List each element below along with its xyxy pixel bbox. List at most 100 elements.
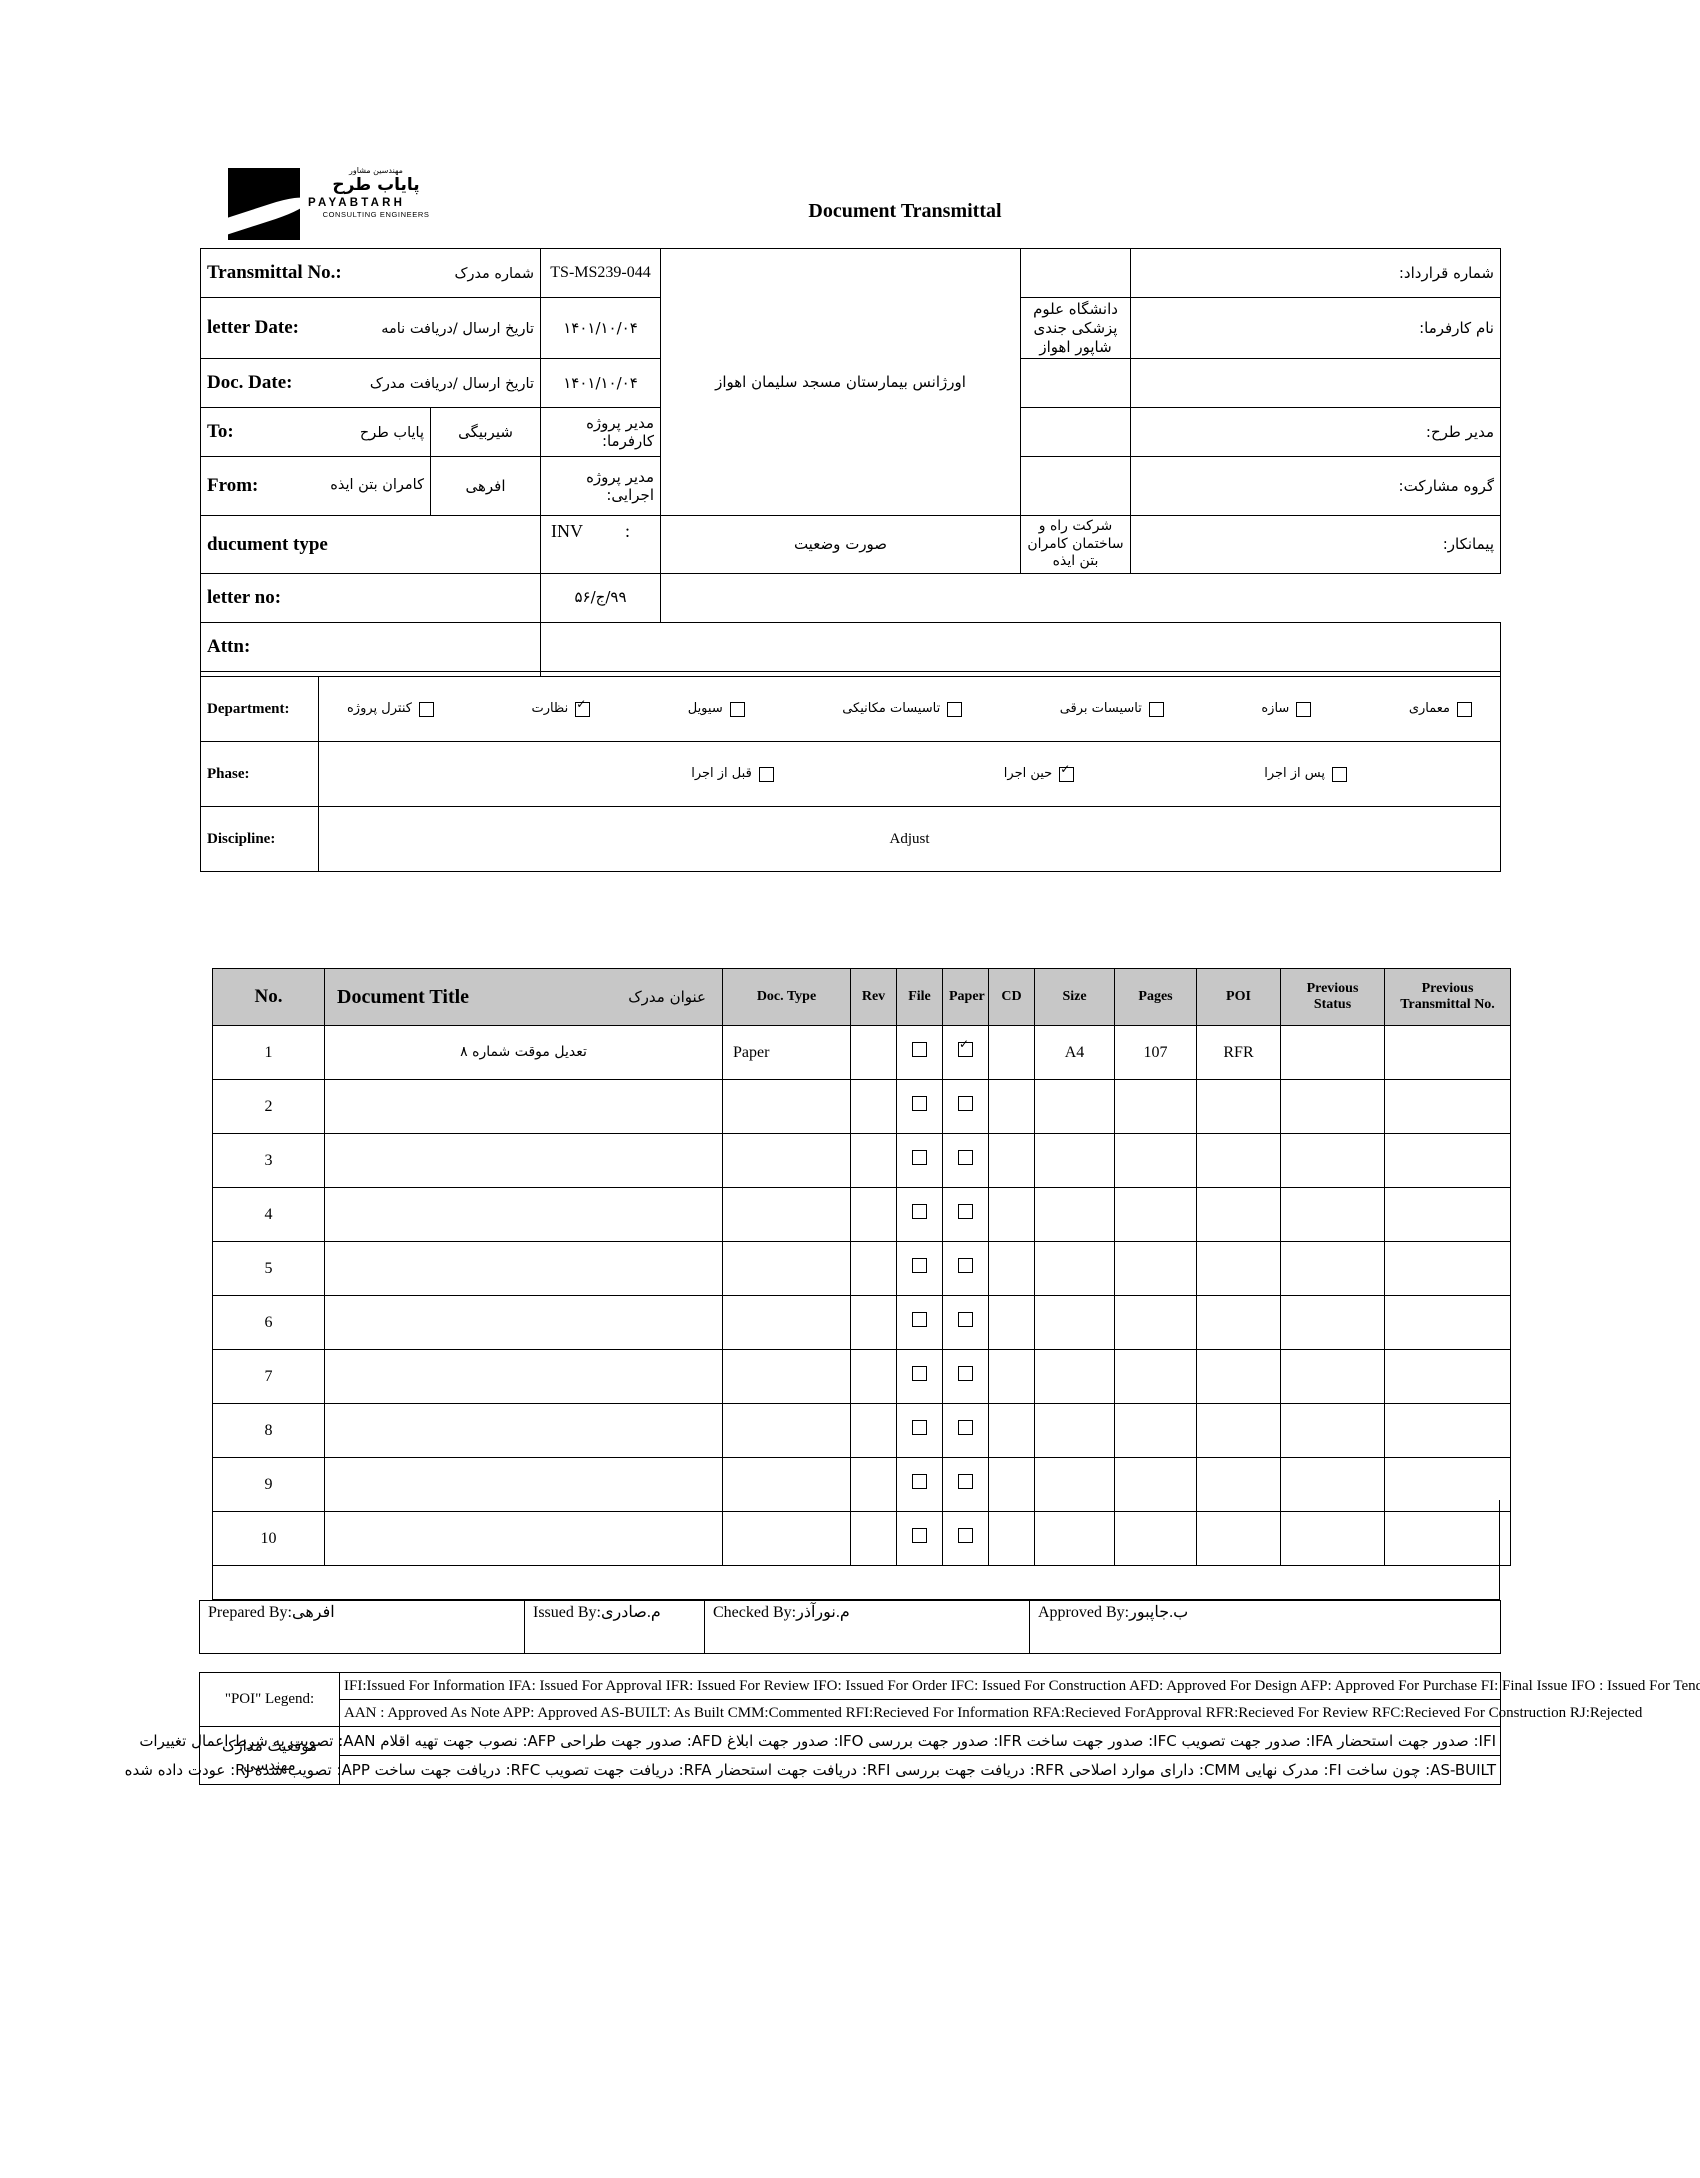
cell-title[interactable] (324, 1349, 723, 1404)
table-row[interactable]: 4 (212, 1187, 1511, 1242)
cell-size[interactable] (1034, 1241, 1115, 1296)
cell-file[interactable] (896, 1295, 943, 1350)
cell-size[interactable] (1034, 1349, 1115, 1404)
cell-paper[interactable] (942, 1349, 989, 1404)
contractor-name-value[interactable]: شرکت راه و ساختمان کامران بتن ایذه (1020, 515, 1131, 574)
document-type-value-cell[interactable]: INV : (540, 515, 661, 574)
checked-by-cell[interactable]: Checked By:م.نورآذر (704, 1600, 1030, 1654)
cell-rev[interactable] (850, 1025, 897, 1080)
checkbox-icon[interactable] (912, 1420, 927, 1435)
table-row[interactable]: 6 (212, 1295, 1511, 1350)
cell-previous-transmittal-no[interactable] (1384, 1187, 1511, 1242)
phase-option-during-execution[interactable]: حین اجرا (1004, 763, 1075, 782)
table-row[interactable]: 1 تعدیل موقت شماره ۸ Paper A4 107 RFR (212, 1025, 1511, 1080)
checkbox-icon[interactable] (912, 1312, 927, 1327)
checkbox-icon[interactable] (912, 1150, 927, 1165)
cell-previous-transmittal-no[interactable] (1384, 1511, 1511, 1566)
cell-pages[interactable] (1114, 1133, 1197, 1188)
cell-previous-status[interactable] (1280, 1133, 1385, 1188)
cell-title[interactable] (324, 1187, 723, 1242)
checkbox-icon[interactable] (958, 1312, 973, 1327)
checkbox-checked-icon[interactable] (1059, 763, 1075, 782)
cell-cd[interactable] (988, 1025, 1035, 1080)
dept-option-project-control[interactable]: کنترل پروژه (347, 701, 434, 717)
cell-previous-transmittal-no[interactable] (1384, 1349, 1511, 1404)
cell-title[interactable]: تعدیل موقت شماره ۸ (324, 1025, 723, 1080)
cell-previous-transmittal-no[interactable] (1384, 1241, 1511, 1296)
table-row[interactable]: 7 (212, 1349, 1511, 1404)
cell-pages[interactable] (1114, 1187, 1197, 1242)
issued-by-cell[interactable]: Issued By:م.صادری (524, 1600, 705, 1654)
cell-doc-type[interactable] (722, 1241, 851, 1296)
checkbox-icon[interactable] (912, 1474, 927, 1489)
cell-poi[interactable] (1196, 1079, 1281, 1134)
doc-date-value[interactable]: ۱۴۰۱/۱۰/۰۴ (540, 358, 661, 409)
checkbox-icon[interactable] (1332, 766, 1347, 782)
cell-rev[interactable] (850, 1511, 897, 1566)
cell-previous-status[interactable] (1280, 1187, 1385, 1242)
table-row[interactable]: 8 (212, 1403, 1511, 1458)
checkbox-icon[interactable] (958, 1096, 973, 1111)
cell-title[interactable] (324, 1079, 723, 1134)
checkbox-icon[interactable] (912, 1528, 927, 1543)
discipline-value[interactable]: Adjust (318, 806, 1501, 872)
cell-rev[interactable] (850, 1133, 897, 1188)
cell-size[interactable] (1034, 1403, 1115, 1458)
cell-pages[interactable] (1114, 1349, 1197, 1404)
cell-rev[interactable] (850, 1295, 897, 1350)
cell-rev[interactable] (850, 1079, 897, 1134)
cell-cd[interactable] (988, 1403, 1035, 1458)
cell-title[interactable] (324, 1511, 723, 1566)
cell-title[interactable] (324, 1241, 723, 1296)
cell-paper[interactable] (942, 1511, 989, 1566)
cell-poi[interactable] (1196, 1187, 1281, 1242)
cell-file[interactable] (896, 1403, 943, 1458)
checkbox-checked-icon[interactable] (958, 1038, 973, 1057)
cell-doc-type[interactable] (722, 1295, 851, 1350)
cell-file[interactable] (896, 1349, 943, 1404)
cell-file[interactable] (896, 1025, 943, 1080)
cell-paper[interactable] (942, 1295, 989, 1350)
cell-previous-transmittal-no[interactable] (1384, 1295, 1511, 1350)
cell-poi[interactable] (1196, 1403, 1281, 1458)
checkbox-icon[interactable] (912, 1096, 927, 1111)
cell-size[interactable] (1034, 1187, 1115, 1242)
row3-right-value[interactable] (1020, 358, 1131, 409)
checkbox-icon[interactable] (958, 1366, 973, 1381)
cell-title[interactable] (324, 1295, 723, 1350)
cell-previous-status[interactable] (1280, 1403, 1385, 1458)
cell-file[interactable] (896, 1133, 943, 1188)
cell-cd[interactable] (988, 1349, 1035, 1404)
checkbox-icon[interactable] (418, 701, 434, 717)
table-row[interactable]: 10 (212, 1511, 1511, 1566)
to-value-fa[interactable]: پایاب طرح (359, 425, 424, 442)
checkbox-icon[interactable] (947, 701, 963, 717)
dept-option-electrical[interactable]: تاسیسات برقی (1060, 701, 1164, 717)
cell-size[interactable] (1034, 1133, 1115, 1188)
cell-file[interactable] (896, 1457, 943, 1512)
phase-option-after-execution[interactable]: پس از اجرا (1264, 766, 1347, 782)
cell-doc-type[interactable] (722, 1349, 851, 1404)
cell-cd[interactable] (988, 1187, 1035, 1242)
cell-paper[interactable] (942, 1403, 989, 1458)
checkbox-icon[interactable] (1457, 701, 1472, 717)
cell-size[interactable]: A4 (1034, 1025, 1115, 1080)
attn-value[interactable] (540, 621, 1501, 672)
cell-doc-type[interactable] (722, 1133, 851, 1188)
cell-doc-type[interactable] (722, 1457, 851, 1512)
cell-previous-transmittal-no[interactable] (1384, 1133, 1511, 1188)
notes-box[interactable] (212, 1500, 1500, 1600)
table-row[interactable]: 3 (212, 1133, 1511, 1188)
cell-pages[interactable]: 107 (1114, 1025, 1197, 1080)
plan-manager-value[interactable] (1020, 407, 1131, 458)
phase-option-before-execution[interactable]: قبل از اجرا (691, 766, 774, 782)
contract-no-value-cell[interactable] (1020, 248, 1131, 298)
cell-poi[interactable] (1196, 1133, 1281, 1188)
cell-poi[interactable] (1196, 1295, 1281, 1350)
cell-rev[interactable] (850, 1187, 897, 1242)
cell-doc-type[interactable]: Paper (722, 1025, 851, 1080)
dept-option-civil[interactable]: سیویل (688, 701, 745, 717)
cell-previous-transmittal-no[interactable] (1384, 1403, 1511, 1458)
cell-file[interactable] (896, 1241, 943, 1296)
cell-previous-status[interactable] (1280, 1079, 1385, 1134)
